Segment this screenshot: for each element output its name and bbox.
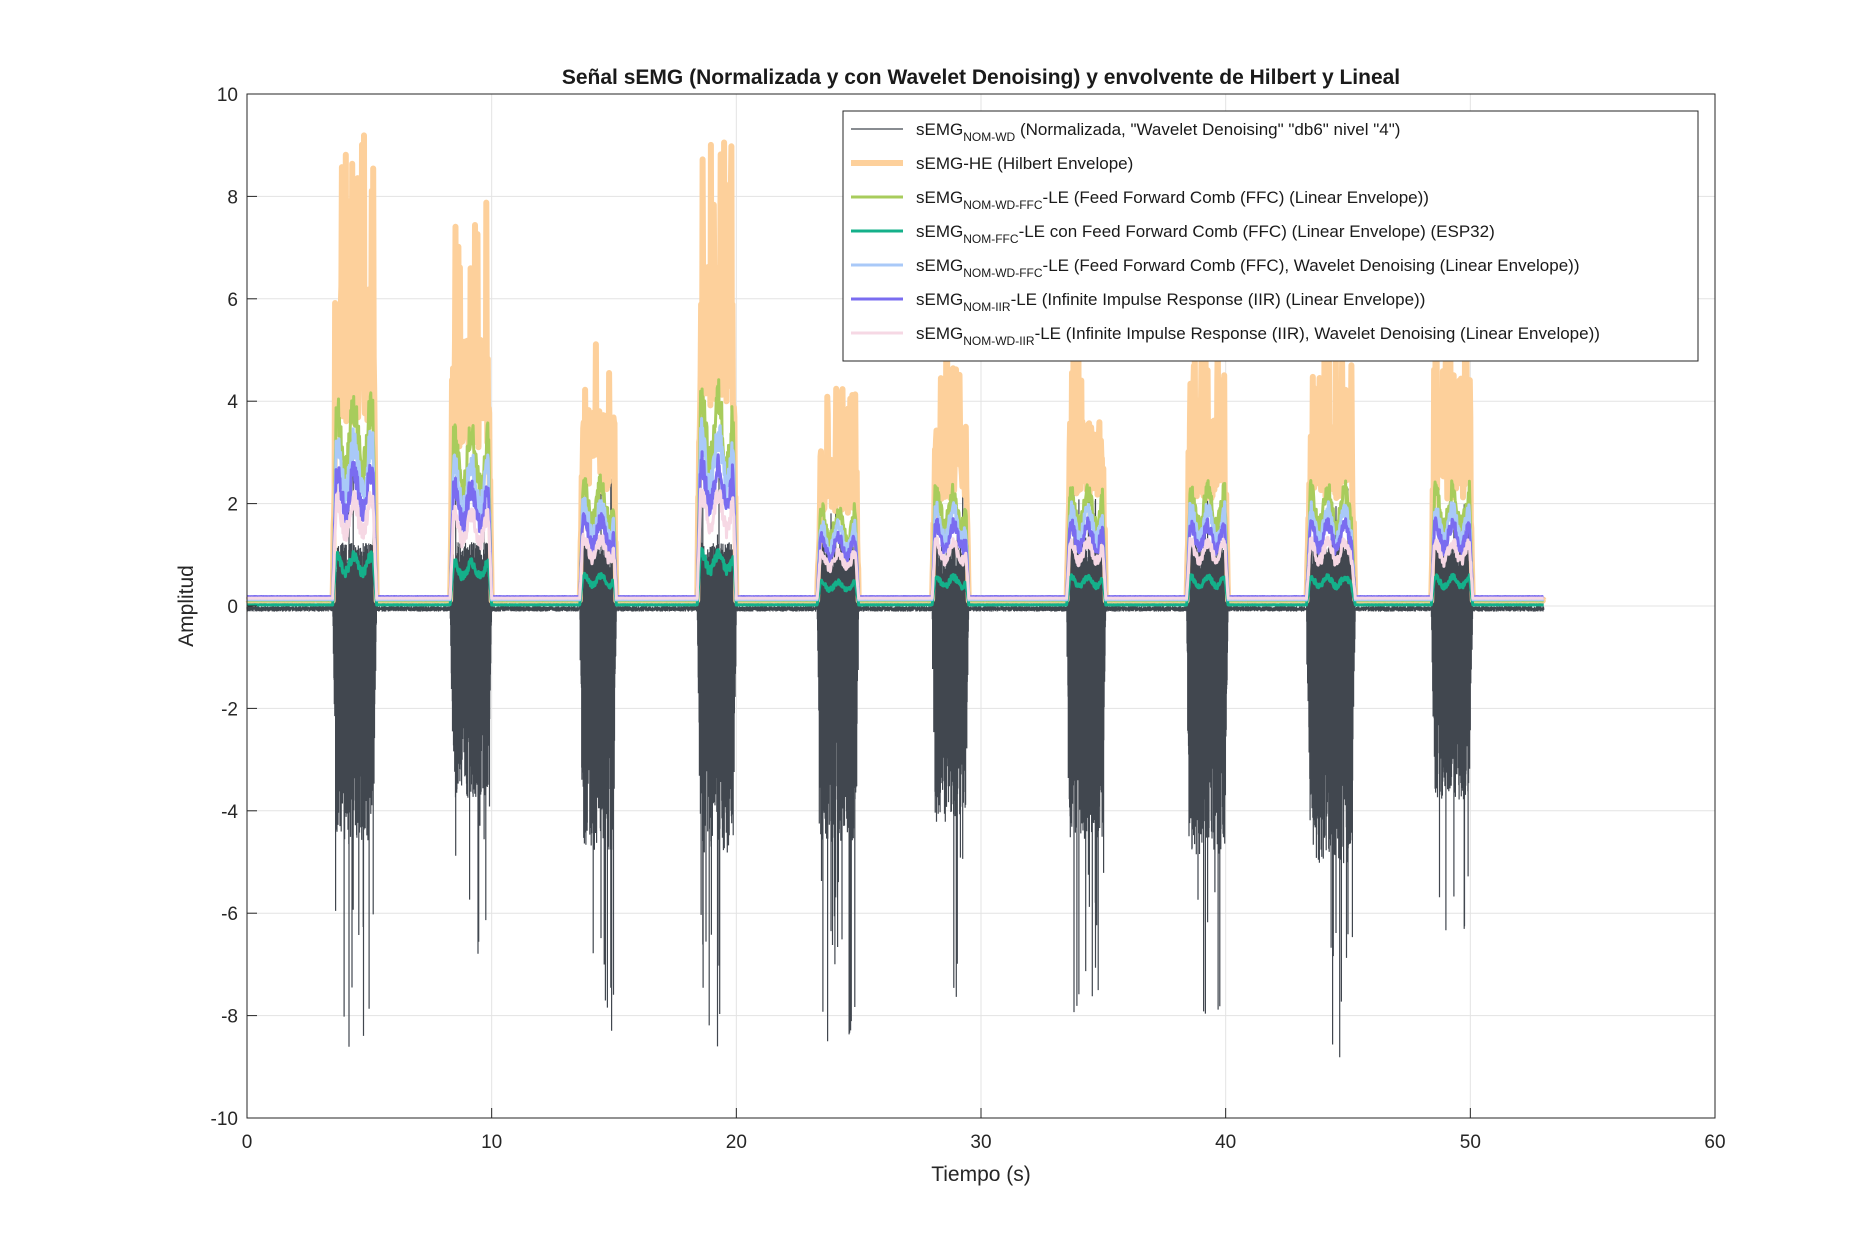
x-tick-label: 30: [970, 1132, 991, 1153]
legend-entry-subscript: NOM-WD: [963, 130, 1015, 144]
legend-entry-rest: (Normalizada, "Wavelet Denoising" "db6" …: [1015, 120, 1400, 139]
x-tick-label: 50: [1460, 1132, 1481, 1153]
y-tick-label: -2: [221, 699, 238, 720]
legend-entry-subscript: NOM-FFC: [963, 232, 1019, 246]
series-line-6: [246, 487, 1545, 600]
legend-entry-subscript: NOM-WD-FFC: [963, 266, 1043, 280]
x-tick-label: 40: [1215, 1132, 1236, 1153]
legend-entry-main: sEMG: [916, 256, 963, 275]
legend-entry-subscript: NOM-WD-IIR: [963, 334, 1035, 348]
legend-entry: sEMGNOM-WD-IIR-LE (Infinite Impulse Resp…: [916, 324, 1600, 348]
legend-entry: sEMGNOM-FFC-LE con Feed Forward Comb (FF…: [916, 222, 1495, 246]
y-axis-label: Amplitud: [175, 565, 198, 647]
legend-entry-main: sEMG: [916, 324, 963, 343]
y-tick-label: -8: [221, 1007, 238, 1028]
x-tick-label: 0: [242, 1132, 253, 1153]
legend-entry: sEMG-HE (Hilbert Envelope): [916, 154, 1133, 173]
y-tick-label: -4: [221, 802, 238, 823]
y-tick-label: -6: [221, 904, 238, 925]
y-tick-label: 0: [227, 597, 238, 618]
chart-title: Señal sEMG (Normalizada y con Wavelet De…: [562, 66, 1400, 89]
y-tick-label: -10: [211, 1109, 238, 1130]
legend-entry-main: sEMG: [916, 290, 963, 309]
y-tick-label: 8: [227, 187, 238, 208]
x-tick-label: 10: [481, 1132, 502, 1153]
y-tick-label: 6: [227, 290, 238, 311]
series-line-5: [246, 450, 1545, 599]
legend-entry: sEMGNOM-WD-FFC-LE (Feed Forward Comb (FF…: [916, 188, 1429, 212]
legend: sEMGNOM-WD (Normalizada, "Wavelet Denois…: [842, 110, 1699, 362]
legend-entry-subscript: NOM-IIR: [963, 300, 1011, 314]
legend-entry: sEMGNOM-WD (Normalizada, "Wavelet Denois…: [916, 120, 1400, 144]
legend-entry-rest: -LE con Feed Forward Comb (FFC) (Linear …: [1019, 222, 1495, 241]
legend-box: [842, 110, 1699, 362]
legend-entry: sEMGNOM-WD-FFC-LE (Feed Forward Comb (FF…: [916, 256, 1580, 280]
legend-entry-main: sEMG-HE (Hilbert Envelope): [916, 154, 1133, 173]
series-layer: [244, 132, 1547, 1058]
y-tick-label: 2: [227, 495, 238, 516]
legend-entry-rest: -LE (Infinite Impulse Response (IIR), Wa…: [1035, 324, 1600, 343]
legend-entry-rest: -LE (Infinite Impulse Response (IIR) (Li…: [1011, 290, 1426, 309]
x-axis-label: Tiempo (s): [931, 1163, 1031, 1186]
legend-entry-main: sEMG: [916, 222, 963, 241]
y-tick-label: 10: [217, 85, 238, 106]
legend-entry-rest: -LE (Feed Forward Comb (FFC) (Linear Env…: [1043, 188, 1429, 207]
legend-entry-main: sEMG: [916, 120, 963, 139]
legend-entry-main: sEMG: [916, 188, 963, 207]
x-tick-label: 20: [726, 1132, 747, 1153]
legend-entry-rest: -LE (Feed Forward Comb (FFC), Wavelet De…: [1043, 256, 1580, 275]
legend-entry: sEMGNOM-IIR-LE (Infinite Impulse Respons…: [916, 290, 1425, 314]
series-line-3: [246, 547, 1545, 607]
legend-entry-subscript: NOM-WD-FFC: [963, 198, 1043, 212]
ticks: 0 10 20 30 40 50 60 -10 -8 -6 -4 -2 0 2 4 6 8 10: [211, 85, 1726, 1153]
y-tick-label: 4: [227, 392, 238, 413]
x-tick-label: 60: [1704, 1132, 1725, 1153]
